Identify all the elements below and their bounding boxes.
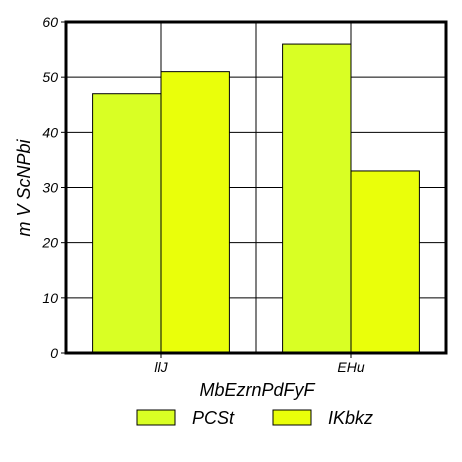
bar-PCSt-EHu <box>282 43 352 354</box>
bar-PCSt-llJ <box>92 93 162 354</box>
bar-IKbkz-EHu <box>350 170 420 354</box>
bars <box>92 43 420 354</box>
legend-swatch-PCSt <box>136 409 176 426</box>
x-axis-title: MbEzrnPdFyF <box>199 380 315 400</box>
y-tick-label: 40 <box>42 124 58 140</box>
x-axis-ticks: llJ EHu <box>154 353 365 375</box>
y-tick-label: 0 <box>50 345 58 361</box>
y-axis-ticks: 0 10 20 30 40 50 60 <box>41 14 66 361</box>
y-tick-label: 50 <box>42 69 58 85</box>
y-tick-label: 20 <box>41 235 58 251</box>
y-tick-label: 10 <box>42 290 58 306</box>
x-tick-label: llJ <box>154 359 168 375</box>
bar-IKbkz-llJ <box>160 71 230 354</box>
legend-label-PCSt: PCSt <box>192 408 235 428</box>
legend: PCSt IKbkz <box>136 408 373 428</box>
x-tick-label: EHu <box>337 359 364 375</box>
y-axis-title: m V ScNPbi <box>14 138 34 236</box>
legend-swatch-IKbkz <box>272 409 312 426</box>
y-tick-label: 60 <box>42 14 58 30</box>
legend-label-IKbkz: IKbkz <box>328 408 373 428</box>
y-tick-label: 30 <box>42 180 58 196</box>
